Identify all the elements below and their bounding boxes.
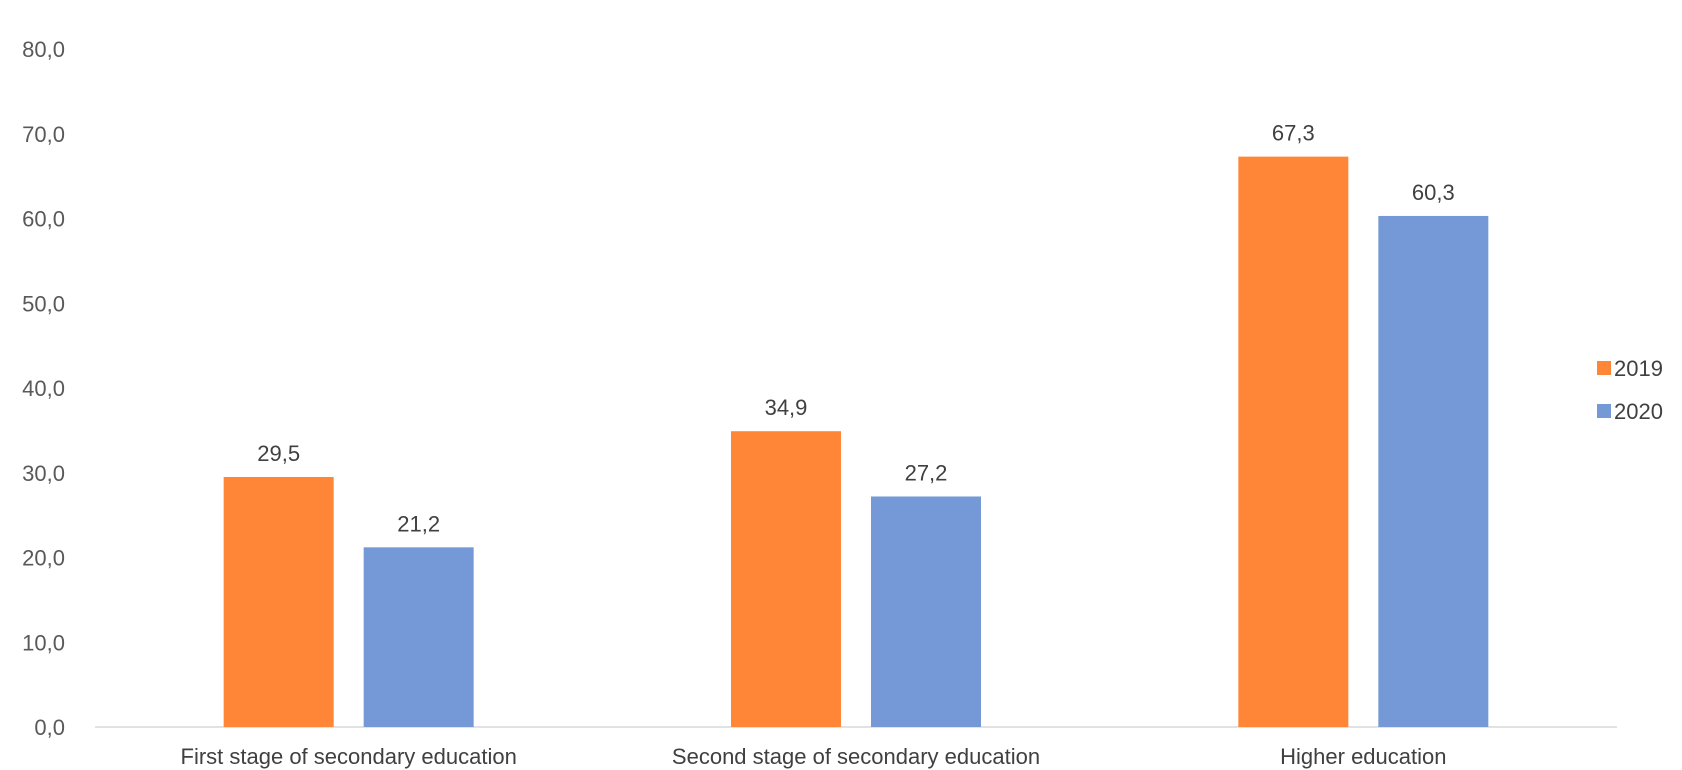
bars	[223, 156, 1489, 727]
y-axis-ticks: 0,0 10,0 20,0 30,0 40,0 50,0 60,0 70,0 80,0	[22, 37, 65, 740]
category-labels: First stage of secondary education Second…	[181, 744, 1447, 769]
legend-swatch-2020	[1597, 404, 1611, 418]
y-tick-label: 80,0	[22, 37, 65, 62]
y-tick-label: 30,0	[22, 461, 65, 486]
bar-2020-1	[363, 547, 474, 727]
y-tick-label: 50,0	[22, 291, 65, 316]
legend-label: 2020	[1614, 399, 1663, 424]
y-tick-label: 20,0	[22, 546, 65, 571]
legend-label: 2019	[1614, 356, 1663, 381]
y-tick-label: 60,0	[22, 207, 65, 232]
y-tick-label: 70,0	[22, 122, 65, 147]
bar-2020-3	[1378, 215, 1489, 727]
data-label: 60,3	[1412, 180, 1455, 205]
y-tick-label: 10,0	[22, 630, 65, 655]
bar-2020-2	[871, 496, 981, 727]
bar-2019-1	[223, 476, 334, 727]
bar-2019-2	[731, 431, 841, 727]
data-label: 34,9	[765, 395, 808, 420]
y-tick-label: 40,0	[22, 376, 65, 401]
legend-swatch-2019	[1597, 361, 1611, 375]
data-label: 21,2	[397, 511, 440, 536]
data-label: 27,2	[905, 460, 948, 485]
data-label: 67,3	[1272, 121, 1315, 146]
bar-2019-3	[1238, 156, 1349, 727]
data-labels: 29,5 21,2 34,9 27,2 67,3 60,3	[257, 121, 1454, 537]
category-label: First stage of secondary education	[181, 744, 517, 769]
y-tick-label: 0,0	[34, 715, 65, 740]
legend: 2019 2020	[1597, 356, 1663, 424]
category-label: Higher education	[1280, 744, 1446, 769]
category-label: Second stage of secondary education	[672, 744, 1040, 769]
data-label: 29,5	[257, 441, 300, 466]
